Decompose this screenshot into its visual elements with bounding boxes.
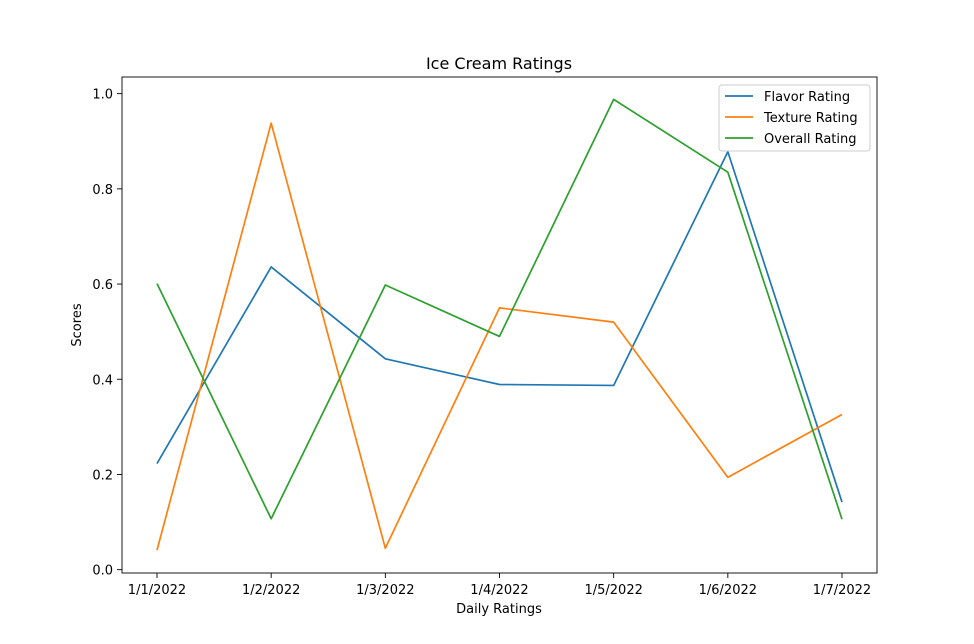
y-tick-label: 0.0 bbox=[92, 564, 113, 579]
x-tick-label: 1/7/2022 bbox=[813, 583, 871, 598]
plot-area: 1/1/2022 1/2/2022 1/3/2022 1/4/2022 1/5/2022… bbox=[92, 76, 878, 598]
legend-box bbox=[718, 84, 871, 152]
series-line-3 bbox=[156, 98, 843, 520]
x-tick-label: 1/2/2022 bbox=[242, 583, 300, 598]
x-tick-label: 1/4/2022 bbox=[470, 583, 528, 598]
y-axis-title: Scores bbox=[70, 303, 85, 346]
x-tick-label: 1/1/2022 bbox=[128, 583, 186, 598]
y-tick-label: 0.6 bbox=[92, 278, 113, 293]
x-axis-title: Daily Ratings bbox=[456, 602, 542, 617]
y-tick-label: 0.4 bbox=[92, 373, 113, 388]
y-tick-label: 1.0 bbox=[92, 88, 113, 103]
legend-label: Overall Rating bbox=[764, 132, 857, 147]
y-tick-label: 0.2 bbox=[92, 468, 113, 483]
series-line-1 bbox=[156, 150, 843, 503]
x-tick-label: 1/5/2022 bbox=[584, 583, 642, 598]
x-tick-label: 1/3/2022 bbox=[356, 583, 414, 598]
y-tick-label: 0.8 bbox=[92, 183, 113, 198]
legend-label: Texture Rating bbox=[763, 111, 858, 126]
x-tick-label: 1/6/2022 bbox=[699, 583, 757, 598]
legend-label: Flavor Rating bbox=[764, 90, 850, 105]
legend: Flavor Rating Texture Rating Overall Ratin… bbox=[718, 84, 871, 152]
series-line-2 bbox=[156, 122, 843, 551]
chart-title: Ice Cream Ratings bbox=[426, 54, 572, 73]
